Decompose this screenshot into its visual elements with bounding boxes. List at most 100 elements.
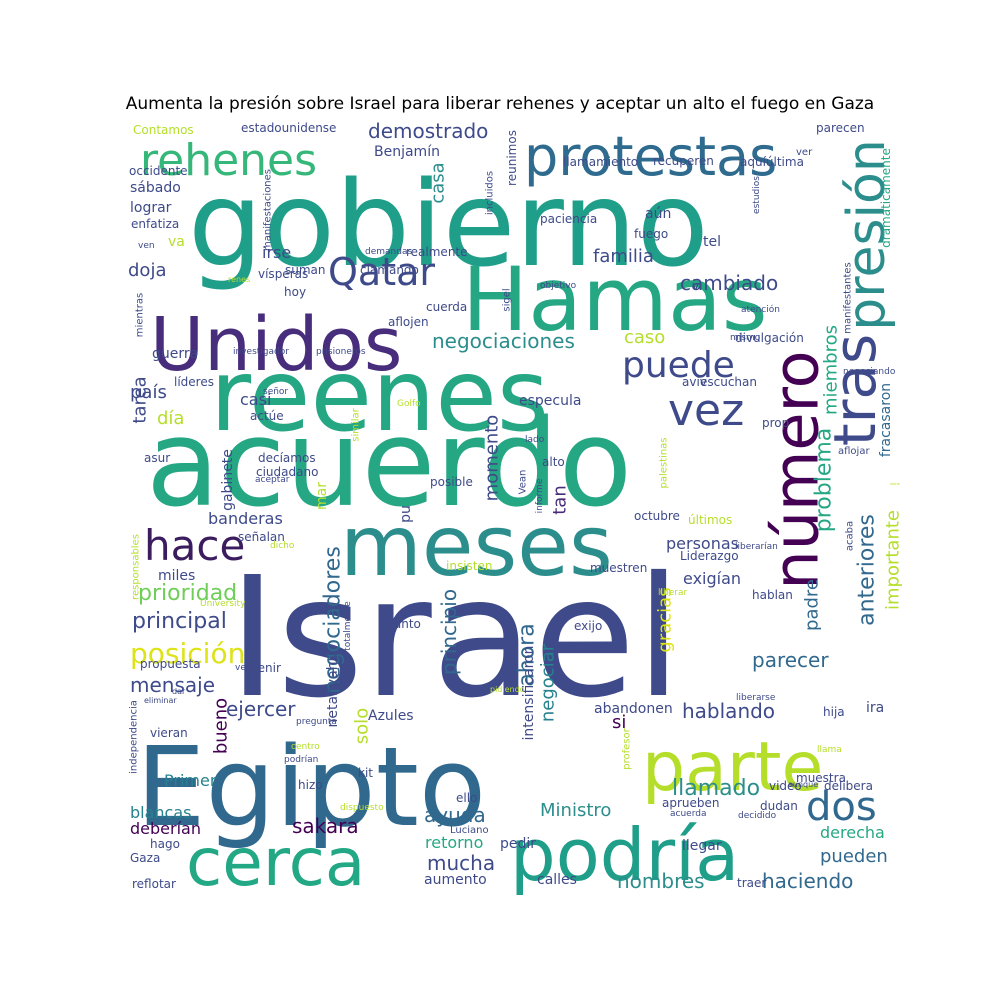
word-acaba: acaba [845,521,856,551]
word-aun: aún [645,206,671,222]
word-meses: meses [340,497,613,595]
word-irse: irse [262,243,291,262]
word-delibera: delibera [824,779,873,793]
word-aflojar: aflojar [838,446,870,457]
word-lograr: lograr [130,200,172,216]
word-hace: hace [144,521,245,570]
word-ira: ira [866,700,884,716]
word-solo: solo [352,708,373,744]
word-eliminar: eliminar [144,696,177,705]
word-padre: padre [802,579,823,631]
word-luciano: Luciano [450,825,489,836]
word-dar: dar [172,687,186,696]
word-podria: podría [510,813,739,897]
word-cuerda: cuerda [426,300,467,314]
word-hago: hago [150,837,180,851]
word-estudios: estudios [752,176,762,214]
word-realmente: realmente [406,245,468,259]
word-decidido: decidido [738,811,777,821]
word-golfo: Golfo [397,399,421,409]
word-benjamin: Benjamín [374,144,440,160]
word-si: si [612,712,626,733]
word-pedir: pedir [500,836,536,852]
word-banderas: banderas [208,509,283,528]
word-reflotar: reflotar [132,877,176,891]
word-llamamiento: llamamiento [563,155,638,169]
word-ver: ver [796,147,813,158]
word-va: va [168,234,185,250]
word-investigador: investigador [233,347,289,357]
word-derecha: derecha [820,823,885,842]
word-posible: posible [430,475,473,489]
word-ciudadano: ciudadano [256,465,318,479]
word-dramaticamente: dramáticamente [879,148,893,248]
word-propuesta: propuesta [140,657,201,671]
word-dudan: dudan [760,799,798,813]
word-prioridad: prioridad [138,581,237,606]
word-llama: llama [817,745,842,755]
word-hablando: hablando [682,699,775,723]
word-enfatiza: enfatiza [131,217,179,231]
word-lideres: líderes [174,375,214,389]
word-ministro: Ministro [540,800,611,821]
word-university: University [200,599,246,609]
word-muestra: muestra [796,771,846,785]
word-acuerda: acuerda [670,809,706,819]
word-ahora: ahora [515,623,540,686]
word-v: v [692,279,699,293]
word-mientras: mientras [135,293,146,337]
word-clamando: clamando [360,263,419,277]
word-manifestaciones: manifestaciones [263,169,274,251]
word-insisten: insisten [446,559,492,573]
word-vez: vez [668,385,744,436]
word-ayuda: ayuda [424,803,486,827]
word-primer: Primer [164,771,217,790]
word-parecen: parecen [816,121,865,135]
word-mensaje: mensaje [130,673,215,697]
word-demandas: demandas [365,247,412,257]
word-mucha: mucha [427,851,495,875]
word-gabinete: gabinete [220,449,236,511]
word-atencion: atención [741,304,780,315]
word-renes: renes [228,275,250,284]
word-momento: momento [482,415,503,502]
word-mismo: mismo [730,333,761,343]
word-numero: número [760,350,833,589]
word-negociadores: negociadores [321,546,346,694]
word-asur: asur [144,451,170,465]
word-aumento: aumento [424,872,487,888]
word-familia: familia [593,246,654,267]
word-mar: mar [314,482,330,510]
word-caso: caso [624,327,665,348]
word-liberarse: liberarse [736,693,776,703]
word-casi: casi [240,390,271,409]
word-intensificaron: intensificaron [521,646,537,741]
word-principio: principio [437,589,461,675]
word-blancas: blancas [130,803,191,822]
word-bueno: bueno [211,698,232,754]
word-anteriores: anteriores [855,514,880,626]
word-fracasaron: fracasaron [878,383,894,457]
word-ve: ve [235,663,246,673]
word-tan: tan [550,485,571,515]
word-negociando: negociando [843,367,896,377]
word-egipto: Egipto [136,723,486,851]
word-liberarian: liberarían [735,542,778,552]
word-hizo: hizo [298,778,323,792]
word-tarea: tarea [130,376,151,423]
word-ven: ven [138,241,155,251]
word-prisioneros: prisioneros [316,347,366,357]
word-divulgacion: divulgación [735,331,804,345]
word-incluidos: incluidos [485,171,496,215]
word-abandonen: abandonen [594,701,673,717]
word-miles: miles [158,568,195,584]
word-dos: dos [806,784,877,830]
word-podrian: podrían [284,755,318,765]
word-reenes: reenes [210,337,549,454]
word-aunque: aunque [788,780,818,789]
word-tras: tras [821,334,889,446]
word-pidiendo: pidiendo [490,685,525,694]
word-occidente: occidente [129,164,188,178]
word-aflojen: aflojen [388,315,429,329]
